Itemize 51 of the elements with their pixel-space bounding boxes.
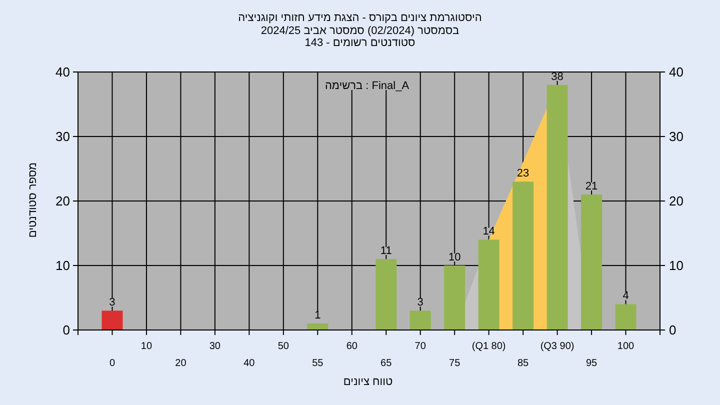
data-label: 11 xyxy=(380,245,392,258)
y-tick-label: 10 xyxy=(56,258,70,273)
bar xyxy=(376,259,397,330)
y2-tick-label: 10 xyxy=(669,258,684,273)
x-tick-label: 70 xyxy=(414,341,426,352)
y2-tick-label: 30 xyxy=(669,129,684,144)
data-label: 3 xyxy=(417,296,424,309)
data-label: 10 xyxy=(448,252,461,264)
data-label: 38 xyxy=(551,70,564,83)
data-label: 23 xyxy=(516,168,530,180)
x-tick-label: 55 xyxy=(312,358,324,369)
bar xyxy=(410,310,431,330)
x-tick-label: 75 xyxy=(449,358,461,369)
y-tick-label: 40 xyxy=(56,64,70,80)
y-tick-label: 20 xyxy=(56,194,70,208)
x-tick-label: 95 xyxy=(586,358,598,369)
x-tick-label: (Q1 80) xyxy=(472,341,506,352)
x-tick-label: 0 xyxy=(109,358,116,369)
bar xyxy=(478,240,500,330)
annotation: ברשימה : Final_A xyxy=(324,80,410,92)
x-tick-label: 100 xyxy=(617,341,635,352)
x-tick-label: 50 xyxy=(278,341,290,352)
x-tick-label: 60 xyxy=(346,341,358,352)
data-label: 1 xyxy=(314,310,321,322)
bar xyxy=(615,304,636,330)
x-tick-label: 40 xyxy=(244,358,256,369)
y2-tick-label: 20 xyxy=(669,194,684,208)
x-tick-label: 85 xyxy=(517,358,530,369)
bar xyxy=(581,194,602,330)
bar xyxy=(444,266,466,330)
x-tick-label: 20 xyxy=(175,358,187,369)
x-tick-label: 30 xyxy=(209,341,221,352)
data-label: 21 xyxy=(585,180,598,193)
y-tick-label: 30 xyxy=(56,129,70,144)
x-axis-title: טווח ציונים xyxy=(343,376,393,388)
x-tick-label: 65 xyxy=(380,358,392,369)
data-label: 3 xyxy=(109,296,116,309)
bar xyxy=(512,182,534,330)
y2-tick-label: 40 xyxy=(669,64,684,80)
x-tick-label: (Q3 90) xyxy=(540,341,574,352)
y2-tick-label: 0 xyxy=(669,322,676,338)
bar xyxy=(102,310,123,330)
chart-subtitle: בסמסטר (02/2024) סמסטר אביב 2024/25 xyxy=(260,25,460,37)
chart-title: היסטוגרמת ציונים בקורס - הצגת מידע חזותי וקוגניציה xyxy=(238,12,482,24)
y-tick-label: 0 xyxy=(62,322,70,338)
data-label: 14 xyxy=(482,226,495,238)
text: סטודנטים רשומים - 143 xyxy=(304,37,416,49)
data-label: 4 xyxy=(622,290,629,302)
y-axis-title: מספר סטודנטים xyxy=(27,162,39,238)
bar xyxy=(307,324,328,330)
x-tick-label: 10 xyxy=(140,341,152,352)
